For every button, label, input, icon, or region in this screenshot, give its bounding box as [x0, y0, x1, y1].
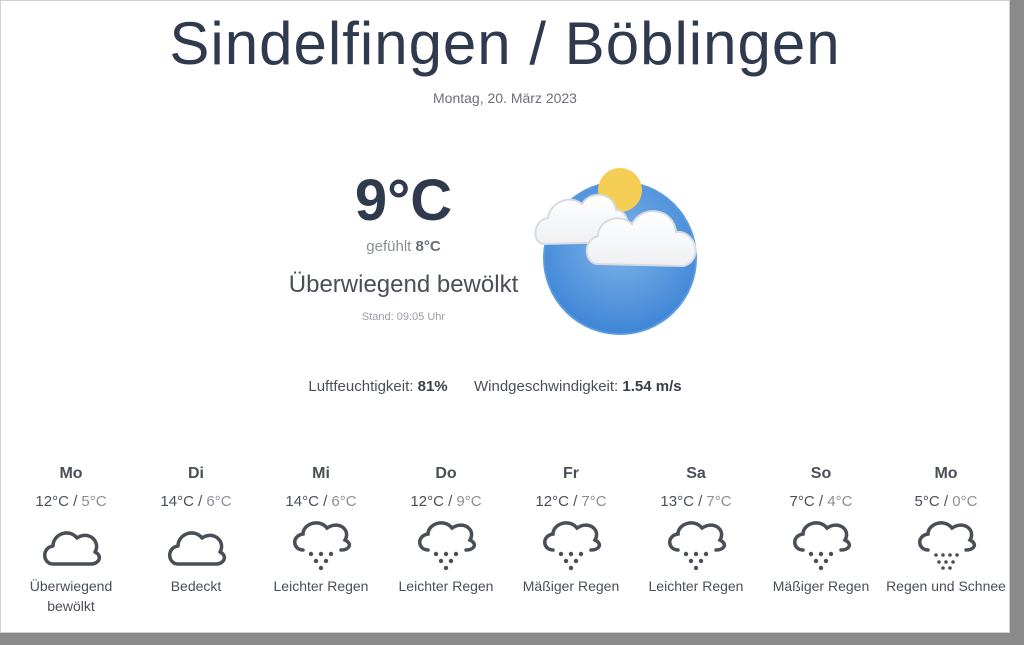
forecast-high: 14°C [160, 493, 194, 510]
forecast-day: Mo 12°C / 5°C Überwiegend bewölkt [9, 465, 133, 616]
cloud-icon [43, 531, 102, 566]
forecast-description: Leichter Regen [398, 578, 494, 594]
forecast-temps: 14°C / 6°C [160, 493, 232, 510]
feels-like: gefühlt 8°C [271, 238, 536, 255]
forecast-high: 12°C [535, 493, 569, 510]
rain-cloud-icon [668, 521, 727, 571]
forecast-description: Leichter Regen [648, 578, 744, 594]
forecast-high: 7°C [789, 493, 815, 510]
feels-like-label: gefühlt [366, 238, 412, 255]
forecast-high: 5°C [914, 493, 940, 510]
forecast-temps: 7°C / 4°C [789, 493, 853, 510]
forecast-low: 9°C [456, 493, 482, 510]
forecast-high: 12°C [410, 493, 444, 510]
forecast-high: 12°C [35, 493, 69, 510]
feels-like-value: 8°C [415, 238, 441, 255]
forecast-description: Überwiegend bewölkt [29, 578, 113, 614]
forecast-temps: 12°C / 9°C [410, 493, 482, 510]
forecast-day: Sa 13°C / 7°C Leichter Regen [634, 465, 758, 596]
forecast-day-name: Di [188, 465, 204, 482]
forecast-day-name: Mo [59, 465, 83, 482]
rain-cloud-icon [793, 521, 852, 571]
forecast-description: Mäßiger Regen [772, 578, 870, 594]
forecast-temps: 5°C / 0°C [914, 493, 978, 510]
wind-value: 1.54 m/s [622, 378, 682, 395]
forecast-day: Fr 12°C / 7°C Mäßiger Regen [509, 465, 633, 596]
forecast-low: 6°C [331, 493, 357, 510]
weather-stats: Luftfeuchtigkeit: 81% Windgeschwindigkei… [1, 378, 1009, 395]
forecast-row: Mo 12°C / 5°C Überwiegend bewölkt Di 14°… [9, 465, 1009, 625]
cloud-icon [168, 531, 227, 566]
forecast-low: 7°C [581, 493, 607, 510]
forecast-description: Leichter Regen [273, 578, 369, 594]
forecast-low: 0°C [952, 493, 978, 510]
forecast-day: Mo 5°C / 0°C Regen und Schnee [884, 465, 1008, 596]
updated-time: Stand: 09:05 Uhr [361, 311, 446, 323]
partly-cloudy-sun-icon [534, 168, 697, 335]
forecast-temps: 13°C / 7°C [660, 493, 732, 510]
forecast-day-name: Sa [686, 465, 706, 482]
weather-card: Sindelfingen / Böblingen Montag, 20. Mär… [0, 0, 1010, 633]
forecast-day: Do 12°C / 9°C Leichter Regen [384, 465, 508, 596]
humidity-label: Luftfeuchtigkeit: [308, 378, 414, 395]
forecast-day: Di 14°C / 6°C Bedeckt [134, 465, 258, 596]
forecast-day-name: So [810, 465, 832, 482]
humidity-value: 81% [417, 378, 448, 395]
current-condition: Überwiegend bewölkt [288, 271, 519, 298]
forecast-day-name: Fr [563, 465, 579, 482]
forecast-low: 6°C [206, 493, 232, 510]
sleet-cloud-icon [918, 521, 977, 570]
forecast-description: Regen und Schnee [886, 578, 1006, 594]
forecast-temps: 12°C / 7°C [535, 493, 607, 510]
forecast-low: 5°C [81, 493, 107, 510]
rain-cloud-icon [293, 521, 352, 571]
forecast-description: Bedeckt [170, 578, 222, 594]
forecast-day-name: Mi [312, 465, 330, 482]
city-title: Sindelfingen / Böblingen [169, 10, 841, 77]
forecast-day: So 7°C / 4°C Mäßiger Regen [759, 465, 883, 596]
forecast-low: 4°C [827, 493, 853, 510]
rain-cloud-icon [418, 521, 477, 571]
wind-label: Windgeschwindigkeit: [473, 378, 619, 395]
forecast-temps: 14°C / 6°C [285, 493, 357, 510]
date-label: Montag, 20. März 2023 [433, 90, 577, 106]
forecast-high: 14°C [285, 493, 319, 510]
forecast-low: 7°C [706, 493, 732, 510]
rain-cloud-icon [543, 521, 602, 571]
current-temperature: 9°C [354, 168, 453, 233]
forecast-day-name: Mo [934, 465, 958, 482]
forecast-day: Mi 14°C / 6°C Leichter Regen [259, 465, 383, 596]
current-weather: 9°C gefühlt 8°C Überwiegend bewölkt Stan… [271, 166, 536, 323]
forecast-description: Mäßiger Regen [522, 578, 620, 594]
forecast-day-name: Do [435, 465, 457, 482]
forecast-high: 13°C [660, 493, 694, 510]
forecast-temps: 12°C / 5°C [35, 493, 107, 510]
